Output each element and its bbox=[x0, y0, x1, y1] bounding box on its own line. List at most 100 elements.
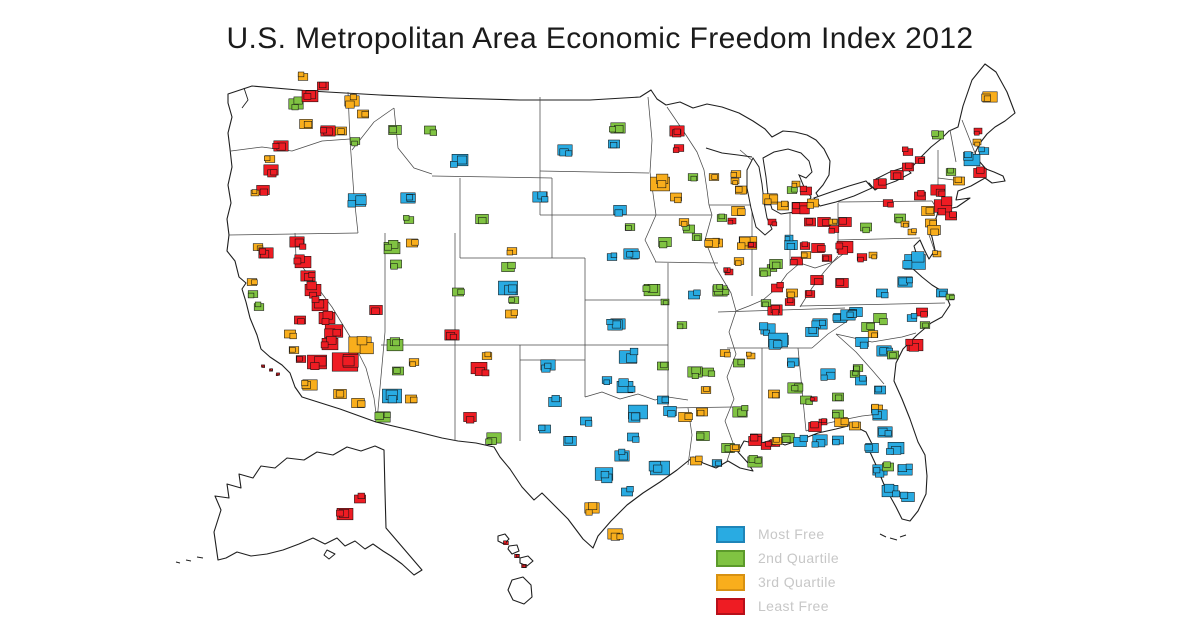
legend-label-most-free: Most Free bbox=[758, 526, 825, 542]
metro-area bbox=[521, 564, 527, 568]
metro-area bbox=[906, 313, 918, 322]
legend-item-most-free: Most Free bbox=[716, 525, 839, 543]
metro-area bbox=[258, 247, 274, 259]
metro-area bbox=[787, 357, 799, 368]
metro-area bbox=[855, 375, 867, 386]
metro-area bbox=[902, 146, 914, 156]
metro-area bbox=[768, 389, 780, 399]
aleutian-and-kodiak-islands bbox=[175, 549, 336, 564]
metro-area bbox=[253, 301, 265, 311]
metro-area bbox=[696, 431, 710, 441]
metro-area bbox=[606, 252, 618, 261]
metro-area bbox=[767, 304, 783, 316]
metro-area bbox=[874, 385, 886, 395]
metro-area bbox=[450, 154, 469, 168]
metro-area bbox=[916, 307, 928, 318]
metro-area bbox=[485, 432, 502, 445]
metro-area bbox=[790, 256, 803, 266]
metro-area bbox=[324, 324, 344, 338]
metro-area bbox=[834, 417, 849, 427]
metro-area bbox=[601, 376, 613, 385]
metro-area bbox=[810, 396, 818, 402]
metro-area bbox=[403, 215, 415, 224]
metro-area bbox=[344, 94, 360, 109]
metro-area bbox=[882, 461, 894, 472]
metro-area bbox=[914, 156, 926, 164]
metro-area bbox=[881, 483, 900, 498]
metro-area bbox=[887, 350, 899, 360]
metro-area bbox=[318, 310, 336, 325]
metro-area bbox=[735, 185, 747, 195]
metro-area bbox=[731, 206, 746, 216]
metro-area bbox=[580, 416, 593, 427]
metro-area bbox=[452, 287, 465, 297]
metro-area bbox=[832, 409, 844, 419]
metro-area bbox=[762, 193, 779, 205]
metro-area bbox=[868, 251, 878, 260]
metro-area bbox=[902, 162, 914, 172]
metro-area bbox=[301, 90, 319, 103]
metro-area bbox=[335, 126, 347, 136]
metro-area bbox=[808, 421, 822, 432]
metro-area bbox=[730, 170, 742, 178]
metro-area bbox=[658, 237, 672, 249]
metro-area bbox=[463, 412, 477, 424]
metro-area bbox=[284, 329, 297, 340]
metro-area bbox=[406, 238, 419, 248]
metro-area bbox=[811, 243, 826, 253]
page-title: U.S. Metropolitan Area Economic Freedom … bbox=[226, 22, 974, 55]
metro-area bbox=[444, 329, 460, 341]
metro-area bbox=[748, 434, 762, 446]
metro-area bbox=[320, 125, 336, 137]
metro-area bbox=[835, 278, 849, 288]
metro-area bbox=[293, 254, 312, 269]
metro-area bbox=[771, 282, 784, 293]
legend-swatch-3rd-quartile bbox=[716, 573, 745, 591]
metro-area bbox=[945, 293, 955, 301]
metro-area bbox=[392, 366, 404, 376]
metro-area bbox=[931, 130, 944, 140]
metro-area bbox=[606, 319, 623, 331]
metro-area bbox=[336, 508, 354, 521]
metro-area bbox=[978, 146, 990, 155]
metro-area bbox=[688, 289, 701, 300]
hawaii-islands bbox=[497, 533, 534, 605]
metro-area bbox=[899, 491, 915, 502]
legend-label-3rd-quartile: 3rd Quartile bbox=[758, 574, 836, 590]
metro-area bbox=[972, 138, 982, 147]
metro-area bbox=[317, 81, 329, 91]
metro-area bbox=[784, 240, 798, 250]
metro-area bbox=[876, 288, 889, 299]
metro-area bbox=[933, 196, 953, 216]
metro-area bbox=[608, 139, 620, 149]
metro-area bbox=[669, 125, 685, 138]
metro-area bbox=[860, 222, 872, 234]
metro-area bbox=[708, 173, 720, 181]
metro-area bbox=[532, 191, 549, 203]
metro-area bbox=[650, 173, 670, 192]
metro-area bbox=[357, 109, 369, 119]
legend-item-2nd-quartile: 2nd Quartile bbox=[716, 549, 839, 567]
metro-area bbox=[907, 228, 917, 236]
metro-area bbox=[349, 137, 361, 147]
metro-area bbox=[799, 241, 811, 250]
metro-area bbox=[973, 127, 983, 136]
metro-area bbox=[890, 170, 904, 180]
metro-area bbox=[594, 467, 614, 484]
metro-area bbox=[320, 336, 339, 351]
lake-erie bbox=[813, 180, 873, 207]
metro-area bbox=[657, 361, 669, 371]
metro-area bbox=[805, 327, 819, 337]
metro-area bbox=[470, 362, 490, 377]
legend-swatch-least-free bbox=[716, 597, 745, 615]
metro-area bbox=[702, 367, 716, 377]
metro-area bbox=[607, 528, 624, 541]
metro-area bbox=[400, 192, 416, 204]
metro-area bbox=[614, 448, 630, 462]
metro-area bbox=[746, 351, 756, 360]
metro-area bbox=[618, 347, 639, 364]
metro-area bbox=[793, 434, 808, 447]
metro-area bbox=[275, 372, 280, 376]
metro-area bbox=[760, 441, 772, 450]
